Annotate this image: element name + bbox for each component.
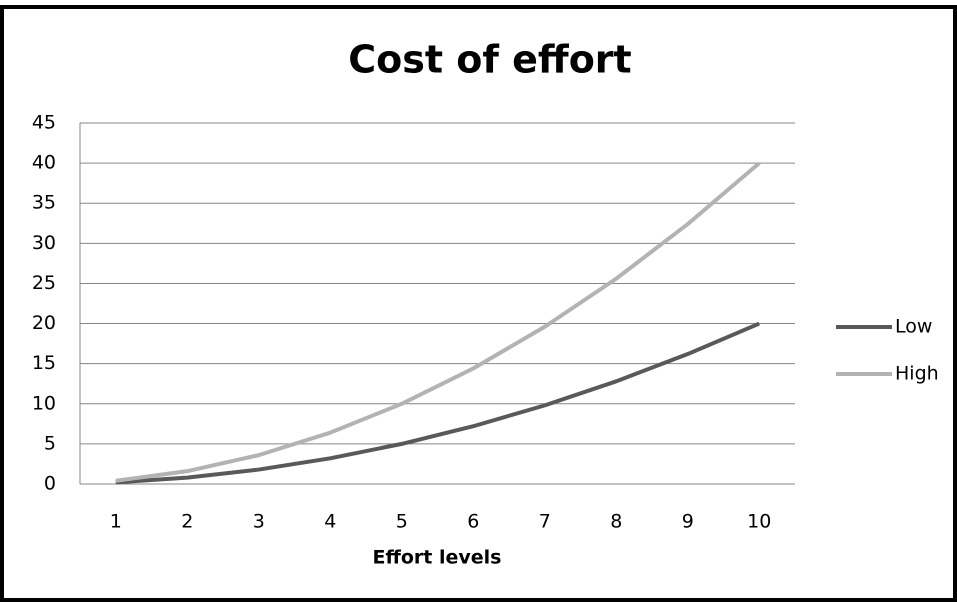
- y-tick-label: 10: [32, 392, 56, 414]
- x-tick-label: 7: [539, 511, 551, 533]
- chart-frame: [0, 5, 957, 602]
- y-tick-label: 15: [32, 352, 56, 374]
- y-tick-label: 5: [44, 432, 56, 454]
- x-tick-label: 2: [181, 511, 193, 533]
- y-tick-label: 40: [32, 152, 56, 174]
- y-tick-label: 20: [32, 312, 56, 334]
- x-tick-label: 9: [682, 511, 694, 533]
- y-tick-label: 30: [32, 232, 56, 254]
- x-tick-label: 1: [110, 511, 122, 533]
- x-tick-label: 4: [324, 511, 336, 533]
- x-tick-label: 6: [467, 511, 479, 533]
- line-series: [115, 321, 761, 485]
- x-tick-label: 5: [396, 511, 408, 533]
- chart-title: Cost of effort: [348, 38, 631, 82]
- y-tick-label: 45: [32, 112, 56, 134]
- x-axis-label: Effort levels: [373, 547, 502, 569]
- legend-label: Low: [895, 316, 932, 338]
- y-tick-label: 0: [44, 473, 56, 495]
- y-tick-label: 35: [32, 192, 56, 214]
- y-tick-label: 25: [32, 272, 56, 294]
- legend-label: High: [895, 363, 939, 385]
- x-tick-label: 10: [747, 511, 771, 533]
- x-tick-label: 8: [610, 511, 622, 533]
- line-series: [115, 161, 761, 483]
- x-tick-label: 3: [253, 511, 265, 533]
